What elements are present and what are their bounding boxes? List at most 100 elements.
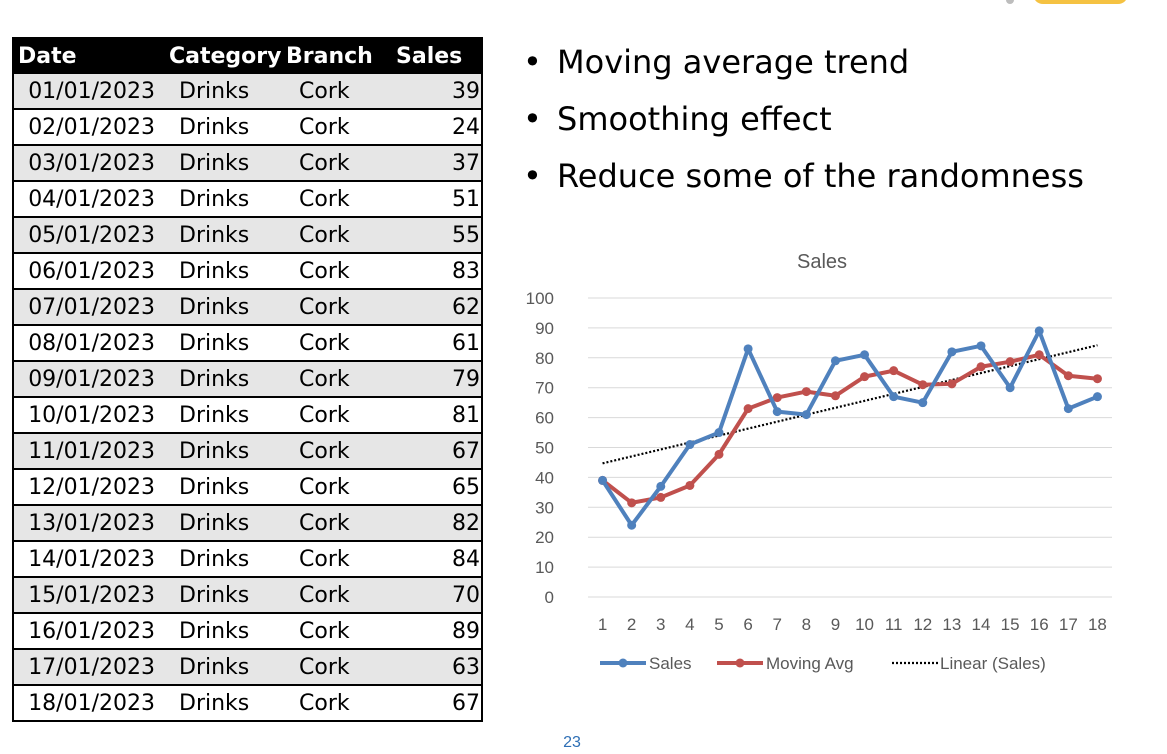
cell-date: 06/01/2023 (13, 253, 165, 290)
cell-branch: Cork (282, 505, 392, 542)
x-tick-label: 7 (772, 615, 781, 634)
data-point (743, 344, 753, 354)
table-row: 13/01/2023 Drinks Cork 82 (13, 505, 482, 542)
series-line-moving-avg (601, 352, 1098, 505)
cell-branch: Cork (282, 181, 392, 218)
cell-category: Drinks (165, 577, 282, 614)
x-tick-label: 8 (802, 615, 811, 634)
header-date: Date (13, 38, 165, 74)
bullet-icon: • (523, 43, 542, 81)
cell-category: Drinks (165, 469, 282, 506)
cell-date: 16/01/2023 (13, 613, 165, 650)
trendline (602, 344, 1098, 465)
cell-sales: 79 (392, 361, 482, 398)
cell-category: Drinks (165, 181, 282, 218)
cell-category: Drinks (165, 685, 282, 722)
data-point (685, 440, 695, 450)
x-tick-label: 6 (743, 615, 752, 634)
cell-sales: 61 (392, 325, 482, 362)
decor-pill (1033, 0, 1128, 4)
cell-branch: Cork (282, 289, 392, 326)
y-tick-label: 10 (535, 558, 554, 577)
cell-sales: 83 (392, 253, 482, 290)
x-tick-label: 14 (972, 615, 991, 634)
table-row: 08/01/2023 Drinks Cork 61 (13, 325, 482, 362)
cell-sales: 81 (392, 397, 482, 434)
x-tick-label: 16 (1030, 615, 1049, 634)
table-row: 01/01/2023 Drinks Cork 39 (13, 74, 482, 110)
legend-moving-avg-label: Moving Avg (766, 654, 854, 673)
cell-category: Drinks (165, 217, 282, 254)
table-row: 18/01/2023 Drinks Cork 67 (13, 685, 482, 722)
cell-category: Drinks (165, 253, 282, 290)
y-tick-label: 0 (545, 588, 554, 607)
data-point (656, 481, 666, 491)
cell-date: 05/01/2023 (13, 217, 165, 254)
cell-date: 09/01/2023 (13, 361, 165, 398)
data-point (1063, 371, 1073, 381)
table-row: 10/01/2023 Drinks Cork 81 (13, 397, 482, 434)
cell-date: 13/01/2023 (13, 505, 165, 542)
data-point (947, 347, 957, 357)
header-sales: Sales (392, 38, 482, 74)
cell-sales: 67 (392, 685, 482, 722)
cell-category: Drinks (165, 433, 282, 470)
data-point (830, 356, 840, 366)
cell-date: 12/01/2023 (13, 469, 165, 506)
data-point (656, 492, 666, 502)
cell-sales: 84 (392, 541, 482, 578)
cell-category: Drinks (165, 649, 282, 686)
cell-sales: 55 (392, 217, 482, 254)
y-tick-label: 60 (535, 409, 554, 428)
data-point (1063, 404, 1073, 414)
legend-linear-sales-label: Linear (Sales) (940, 654, 1046, 673)
data-point (889, 366, 899, 376)
data-point (918, 380, 928, 390)
table-row: 02/01/2023 Drinks Cork 24 (13, 109, 482, 146)
data-point (801, 410, 811, 420)
cell-date: 18/01/2023 (13, 685, 165, 722)
data-point (860, 372, 870, 382)
data-point (1034, 326, 1044, 336)
data-point (1092, 374, 1102, 384)
cell-sales: 51 (392, 181, 482, 218)
x-tick-label: 2 (627, 615, 636, 634)
cell-sales: 65 (392, 469, 482, 506)
cell-category: Drinks (165, 541, 282, 578)
page-number: 23 (563, 734, 581, 751)
data-point (1005, 383, 1015, 393)
x-tick-label: 18 (1088, 615, 1107, 634)
legend-sales-label: Sales (649, 654, 692, 673)
cell-sales: 39 (392, 74, 482, 110)
decor-dot (1006, 0, 1014, 4)
bullet-icon: • (523, 157, 542, 195)
cell-branch: Cork (282, 109, 392, 146)
cell-branch: Cork (282, 685, 392, 722)
bullet-icon: • (523, 100, 542, 138)
cell-category: Drinks (165, 505, 282, 542)
x-tick-label: 17 (1059, 615, 1078, 634)
sales-table: Date Category Branch Sales 01/01/2023 Dri… (12, 37, 483, 722)
y-tick-label: 80 (535, 349, 554, 368)
table-row: 09/01/2023 Drinks Cork 79 (13, 361, 482, 398)
series-line-sales (600, 328, 1099, 528)
cell-date: 02/01/2023 (13, 109, 165, 146)
legend-moving-avg-marker (735, 658, 745, 668)
data-point (743, 404, 753, 414)
bullet-item: • Smoothing effect (523, 95, 1084, 152)
y-tick-label: 90 (535, 319, 554, 338)
table-row: 14/01/2023 Drinks Cork 84 (13, 541, 482, 578)
table-row: 05/01/2023 Drinks Cork 55 (13, 217, 482, 254)
bullet-item: • Reduce some of the randomness (523, 152, 1084, 209)
data-point (598, 475, 608, 485)
cell-category: Drinks (165, 289, 282, 326)
cell-date: 07/01/2023 (13, 289, 165, 326)
table-row: 07/01/2023 Drinks Cork 62 (13, 289, 482, 326)
bullet-item: • Moving average trend (523, 38, 1084, 95)
cell-sales: 82 (392, 505, 482, 542)
cell-sales: 89 (392, 613, 482, 650)
cell-category: Drinks (165, 397, 282, 434)
x-tick-label: 1 (598, 615, 607, 634)
table-body: 01/01/2023 Drinks Cork 39 02/01/2023 Drinks Co… (13, 74, 482, 722)
